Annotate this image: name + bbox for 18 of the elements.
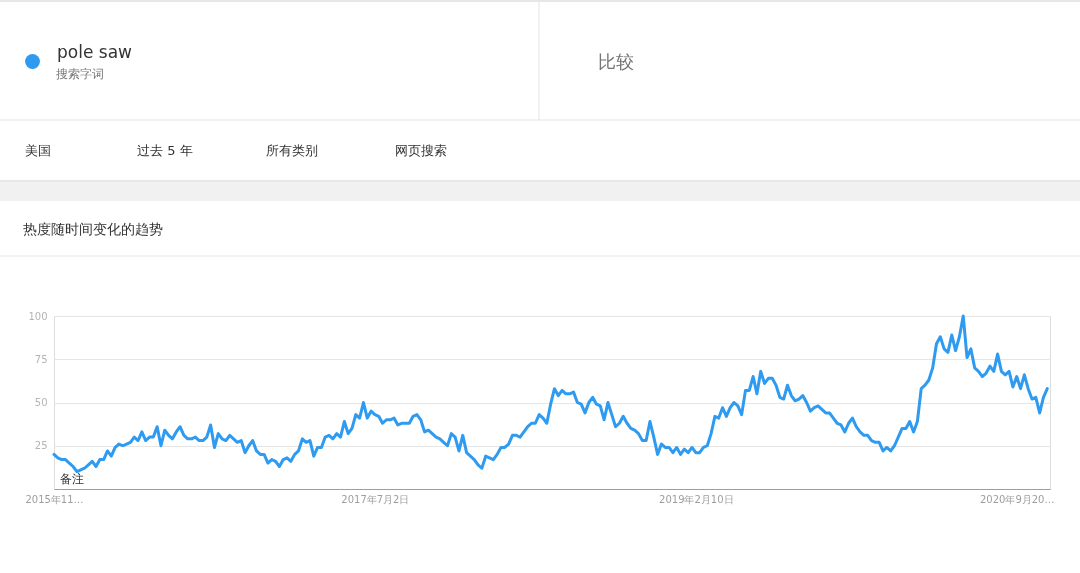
line-series <box>52 314 1049 474</box>
text: 美国 <box>25 143 51 158</box>
text: 所有类别 <box>266 143 318 158</box>
text: 比较 <box>598 51 634 72</box>
x-tick-label: 2019年2月10日 <box>659 493 734 505</box>
y-tick-label: 75 <box>34 353 48 365</box>
text: 网页搜索 <box>395 143 447 158</box>
y-tick-label: 50 <box>34 397 48 408</box>
legend-label: pole saw <box>57 41 133 62</box>
x-tick-label: 2020年9月20… <box>979 493 1055 505</box>
text: 过去 5 年 <box>137 143 193 158</box>
y-tick-label: 25 <box>34 440 48 452</box>
annotation: 备注 <box>60 472 84 486</box>
x-tick-label: 2015年11… <box>25 493 84 505</box>
x-tick-label: 2017年7月2日 <box>341 493 410 505</box>
y-tick-label: 100 <box>28 310 48 322</box>
text: 搜索字词 <box>56 67 104 81</box>
chart-title: 热度随时间变化的趋势 <box>23 221 163 237</box>
